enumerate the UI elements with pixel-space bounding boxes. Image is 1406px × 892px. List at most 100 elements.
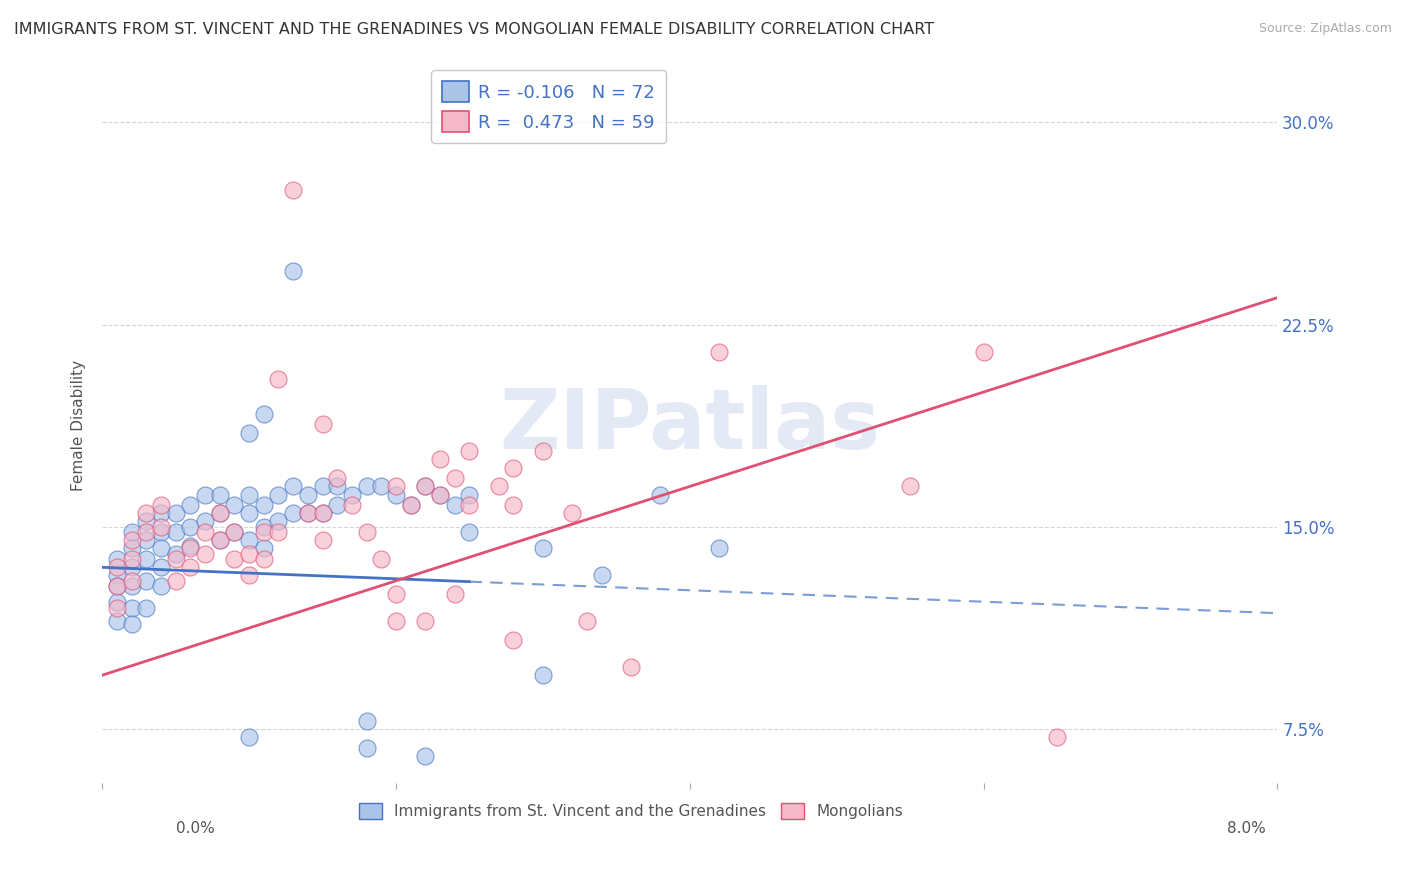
Point (385, 587, 408, 601)
Point (179, 499, 201, 513)
Point (179, 520, 201, 534)
Point (502, 460, 524, 475)
Point (356, 525, 378, 540)
Point (458, 444, 481, 458)
Point (488, 479, 510, 493)
Point (385, 614, 408, 628)
Point (429, 452, 451, 467)
Point (105, 560, 128, 574)
Point (340, 487, 363, 501)
Point (194, 547, 217, 561)
Text: 0.0%: 0.0% (176, 821, 215, 836)
Point (105, 579, 128, 593)
Point (898, 479, 921, 493)
Point (208, 487, 231, 501)
Point (121, 525, 143, 540)
Text: 8.0%: 8.0% (1226, 821, 1265, 836)
Point (297, 507, 319, 521)
Point (267, 487, 290, 501)
Point (707, 344, 730, 359)
Point (238, 533, 260, 548)
Point (165, 507, 187, 521)
Point (443, 587, 465, 601)
Point (283, 183, 305, 197)
Point (135, 574, 157, 588)
Point (267, 515, 290, 529)
Point (531, 541, 554, 556)
Point (502, 499, 524, 513)
Point (297, 487, 319, 501)
Point (356, 479, 378, 493)
Point (224, 552, 246, 566)
Point (135, 515, 157, 529)
Point (135, 600, 157, 615)
Point (179, 560, 201, 574)
Point (415, 479, 437, 493)
Point (575, 614, 598, 628)
Point (149, 579, 172, 593)
Point (208, 533, 231, 548)
Point (443, 471, 465, 485)
Point (105, 600, 128, 615)
Point (399, 499, 422, 513)
Point (179, 539, 201, 553)
Point (458, 487, 481, 501)
Point (224, 525, 246, 540)
Point (253, 520, 276, 534)
Point (208, 533, 231, 548)
Point (253, 541, 276, 556)
Point (105, 595, 128, 609)
Point (238, 730, 260, 744)
Point (620, 660, 643, 674)
Point (311, 479, 333, 493)
Point (165, 552, 187, 566)
Point (149, 525, 172, 540)
Point (149, 507, 172, 521)
Point (707, 541, 730, 556)
Point (458, 525, 481, 540)
Point (253, 407, 276, 421)
Text: IMMIGRANTS FROM ST. VINCENT AND THE GRENADINES VS MONGOLIAN FEMALE DISABILITY CO: IMMIGRANTS FROM ST. VINCENT AND THE GREN… (14, 22, 934, 37)
Point (224, 499, 246, 513)
Point (458, 499, 481, 513)
Point (149, 560, 172, 574)
Point (135, 525, 157, 540)
Point (179, 541, 201, 556)
Point (149, 499, 172, 513)
Point (121, 600, 143, 615)
Point (208, 507, 231, 521)
Point (224, 525, 246, 540)
Point (121, 560, 143, 574)
Point (149, 541, 172, 556)
Point (326, 471, 349, 485)
Point (429, 487, 451, 501)
Point (165, 574, 187, 588)
Point (311, 417, 333, 432)
Point (356, 741, 378, 756)
Point (502, 633, 524, 648)
Point (105, 614, 128, 628)
Point (311, 507, 333, 521)
Point (194, 525, 217, 540)
Point (135, 533, 157, 548)
Point (149, 520, 172, 534)
Point (415, 479, 437, 493)
Point (370, 479, 392, 493)
Legend: Immigrants from St. Vincent and the Grenadines, Mongolians: Immigrants from St. Vincent and the Gren… (353, 797, 910, 825)
Point (238, 507, 260, 521)
Point (385, 487, 408, 501)
Point (121, 617, 143, 632)
Point (267, 371, 290, 385)
Point (370, 552, 392, 566)
Point (340, 499, 363, 513)
Point (238, 568, 260, 582)
Point (650, 487, 672, 501)
Point (311, 533, 333, 548)
Point (399, 499, 422, 513)
Point (121, 533, 143, 548)
Point (591, 568, 613, 582)
Point (238, 425, 260, 440)
Point (135, 507, 157, 521)
Point (311, 507, 333, 521)
Point (253, 499, 276, 513)
